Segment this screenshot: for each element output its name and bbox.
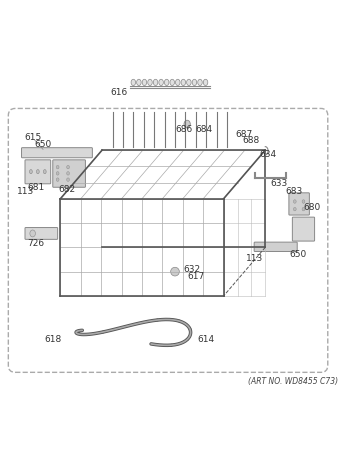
FancyBboxPatch shape	[25, 227, 58, 239]
Ellipse shape	[203, 79, 208, 86]
Ellipse shape	[43, 169, 46, 173]
Ellipse shape	[164, 79, 169, 86]
Ellipse shape	[82, 333, 85, 336]
FancyBboxPatch shape	[292, 217, 315, 241]
Ellipse shape	[302, 207, 305, 211]
Ellipse shape	[170, 79, 175, 86]
Ellipse shape	[171, 267, 179, 276]
Ellipse shape	[198, 79, 202, 86]
FancyBboxPatch shape	[25, 160, 51, 184]
Ellipse shape	[175, 79, 180, 86]
Ellipse shape	[293, 200, 296, 203]
Ellipse shape	[148, 79, 152, 86]
Text: 650: 650	[34, 140, 52, 149]
Text: 650: 650	[290, 250, 307, 259]
Ellipse shape	[153, 79, 158, 86]
Ellipse shape	[293, 207, 296, 211]
Ellipse shape	[192, 79, 197, 86]
FancyBboxPatch shape	[22, 148, 92, 158]
Ellipse shape	[30, 230, 35, 237]
Ellipse shape	[56, 178, 59, 181]
Text: 682: 682	[59, 184, 76, 193]
Ellipse shape	[189, 328, 191, 331]
FancyBboxPatch shape	[289, 193, 309, 215]
Text: 632: 632	[183, 265, 200, 275]
Text: 616: 616	[111, 88, 128, 97]
Text: 687: 687	[236, 130, 253, 139]
Text: 688: 688	[243, 136, 260, 145]
Text: 614: 614	[198, 335, 215, 344]
Text: 618: 618	[44, 335, 61, 344]
Ellipse shape	[66, 165, 69, 169]
Ellipse shape	[156, 319, 159, 321]
Ellipse shape	[56, 165, 59, 169]
Ellipse shape	[66, 172, 69, 175]
Text: 680: 680	[303, 203, 321, 212]
Text: (ART NO. WD8455 C73): (ART NO. WD8455 C73)	[248, 377, 338, 386]
Ellipse shape	[56, 172, 59, 175]
Text: 113: 113	[17, 187, 34, 196]
Ellipse shape	[136, 79, 141, 86]
Ellipse shape	[102, 331, 104, 333]
Ellipse shape	[170, 344, 173, 347]
FancyBboxPatch shape	[254, 242, 297, 251]
Text: 684: 684	[195, 125, 212, 135]
Text: 681: 681	[28, 183, 45, 192]
Ellipse shape	[302, 200, 305, 203]
Text: 617: 617	[187, 272, 204, 281]
FancyBboxPatch shape	[53, 160, 85, 187]
Text: 615: 615	[24, 134, 41, 142]
Ellipse shape	[29, 169, 32, 173]
Text: 686: 686	[176, 125, 193, 135]
Ellipse shape	[128, 324, 131, 327]
Ellipse shape	[66, 178, 69, 181]
Text: 633: 633	[271, 179, 288, 188]
Ellipse shape	[187, 79, 191, 86]
Ellipse shape	[178, 320, 181, 322]
Text: 634: 634	[259, 150, 277, 159]
Text: 726: 726	[28, 239, 45, 248]
Ellipse shape	[159, 79, 163, 86]
Text: 113: 113	[246, 254, 264, 263]
Ellipse shape	[181, 79, 186, 86]
Ellipse shape	[36, 169, 39, 173]
Ellipse shape	[186, 338, 188, 341]
Ellipse shape	[184, 120, 190, 128]
Text: 683: 683	[285, 187, 302, 196]
Ellipse shape	[142, 79, 147, 86]
Ellipse shape	[131, 79, 135, 86]
